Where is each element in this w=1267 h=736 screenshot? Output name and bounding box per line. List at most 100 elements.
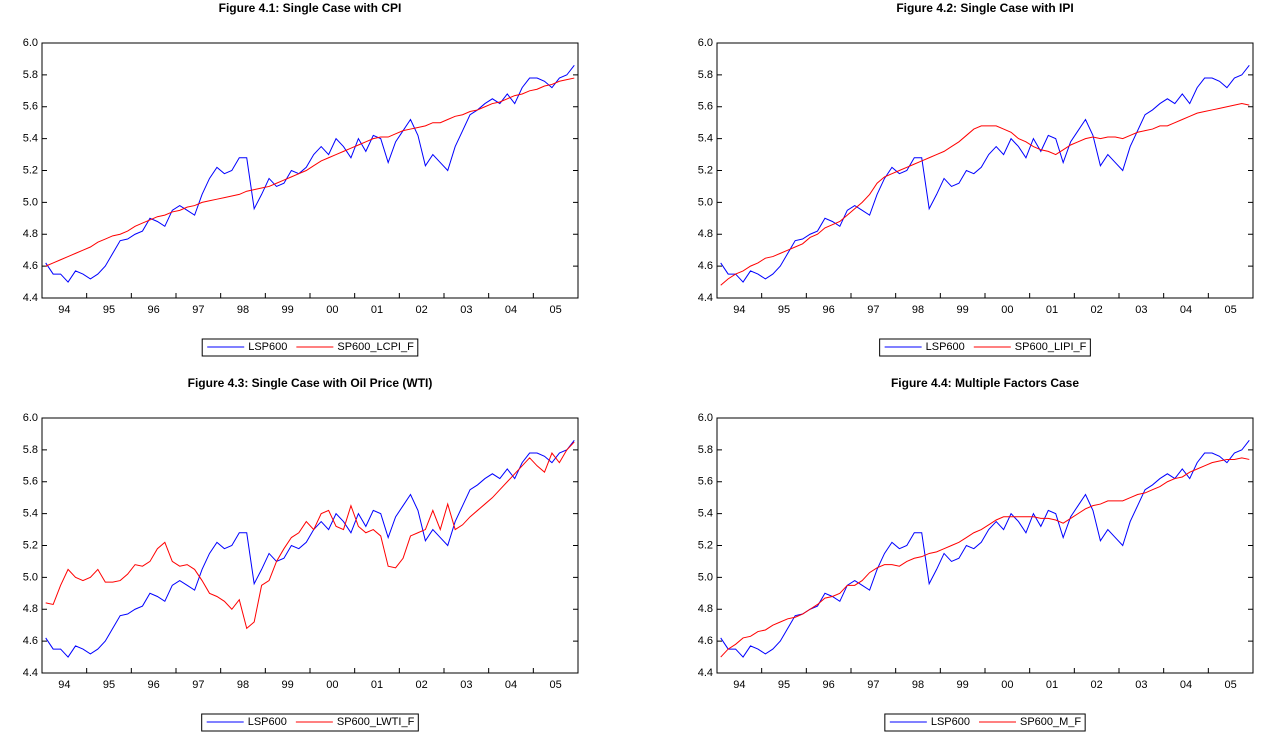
y-tick-label: 5.2 [23, 164, 38, 176]
legend-label: LSP600 [926, 341, 965, 353]
x-tick-label: 98 [237, 304, 249, 316]
x-tick-label: 99 [282, 304, 294, 316]
chart-title: Figure 4.4: Multiple Factors Case [891, 376, 1079, 390]
series-line [45, 440, 575, 658]
legend-label: LSP600 [931, 716, 970, 728]
chart-title: Figure 4.2: Single Case with IPI [896, 1, 1073, 15]
y-tick-label: 5.0 [698, 571, 713, 583]
x-tick-label: 04 [1180, 679, 1192, 691]
y-tick-label: 5.6 [23, 101, 38, 113]
y-tick-label: 5.8 [23, 69, 38, 81]
x-tick-label: 99 [957, 679, 969, 691]
y-tick-label: 4.8 [698, 603, 713, 615]
y-tick-label: 6.0 [698, 37, 713, 49]
legend-label: LSP600 [248, 716, 287, 728]
x-tick-label: 95 [103, 304, 115, 316]
y-tick-label: 5.2 [23, 539, 38, 551]
plot-frame [716, 42, 1254, 299]
y-tick-label: 5.0 [698, 196, 713, 208]
legend-label: SP600_LWTI_F [337, 716, 415, 728]
series-line [720, 103, 1250, 286]
x-tick-label: 03 [460, 304, 472, 316]
y-tick-label: 4.4 [698, 667, 713, 679]
x-tick-label: 98 [912, 304, 924, 316]
x-tick-label: 00 [326, 679, 338, 691]
y-tick-label: 4.6 [698, 635, 713, 647]
legend: LSP600 SP600_M_F [884, 713, 1086, 732]
y-tick-label: 5.2 [698, 164, 713, 176]
legend-box [201, 713, 419, 732]
y-tick-label: 4.6 [698, 260, 713, 272]
series-line [45, 77, 575, 267]
x-tick-label: 02 [416, 304, 428, 316]
y-tick-label: 5.8 [698, 69, 713, 81]
x-tick-label: 04 [505, 679, 517, 691]
x-tick-label: 96 [148, 679, 160, 691]
legend-label: SP600_LIPI_F [1015, 341, 1087, 353]
legend-label: LSP600 [248, 341, 287, 353]
x-tick-label: 01 [1046, 304, 1058, 316]
y-tick-label: 4.4 [698, 292, 713, 304]
x-tick-label: 97 [867, 304, 879, 316]
legend-label: SP600_M_F [1020, 716, 1081, 728]
x-tick-label: 01 [371, 679, 383, 691]
y-tick-label: 6.0 [698, 412, 713, 424]
series-line [45, 65, 575, 283]
x-tick-label: 95 [778, 679, 790, 691]
x-tick-label: 05 [1225, 679, 1237, 691]
series-line [45, 441, 575, 630]
x-tick-label: 97 [192, 304, 204, 316]
y-tick-label: 6.0 [23, 37, 38, 49]
chart-title: Figure 4.1: Single Case with CPI [219, 1, 402, 15]
y-tick-label: 4.6 [23, 635, 38, 647]
legend-box [201, 338, 419, 357]
x-tick-label: 04 [505, 304, 517, 316]
y-tick-label: 5.8 [23, 444, 38, 456]
x-tick-label: 99 [282, 679, 294, 691]
y-tick-label: 5.2 [698, 539, 713, 551]
x-tick-label: 94 [58, 304, 70, 316]
y-tick-label: 5.0 [23, 571, 38, 583]
y-tick-label: 5.6 [23, 476, 38, 488]
y-tick-label: 5.8 [698, 444, 713, 456]
x-tick-label: 02 [1091, 679, 1103, 691]
y-tick-label: 5.4 [23, 133, 38, 145]
y-tick-label: 5.4 [23, 508, 38, 520]
y-tick-label: 4.8 [698, 228, 713, 240]
series-line [720, 457, 1250, 658]
x-tick-label: 05 [1225, 304, 1237, 316]
x-tick-label: 94 [58, 679, 70, 691]
x-tick-label: 03 [1135, 679, 1147, 691]
y-tick-label: 5.4 [698, 508, 713, 520]
y-tick-label: 6.0 [23, 412, 38, 424]
y-tick-label: 4.4 [23, 667, 38, 679]
x-tick-label: 05 [550, 304, 562, 316]
plot-frame [41, 417, 579, 674]
x-tick-label: 00 [1001, 304, 1013, 316]
x-tick-label: 05 [550, 679, 562, 691]
x-tick-label: 02 [1091, 304, 1103, 316]
x-tick-label: 99 [957, 304, 969, 316]
y-tick-label: 5.6 [698, 476, 713, 488]
x-tick-label: 03 [460, 679, 472, 691]
y-tick-label: 4.4 [23, 292, 38, 304]
legend: LSP600 SP600_LCPI_F [201, 338, 419, 357]
y-tick-label: 5.6 [698, 101, 713, 113]
plot-frame [716, 417, 1254, 674]
x-tick-label: 96 [823, 679, 835, 691]
y-tick-label: 5.0 [23, 196, 38, 208]
x-tick-label: 96 [148, 304, 160, 316]
x-tick-label: 01 [1046, 679, 1058, 691]
series-line [720, 440, 1250, 658]
legend: LSP600 SP600_LWTI_F [201, 713, 419, 732]
x-tick-label: 95 [103, 679, 115, 691]
legend-box [879, 338, 1091, 357]
x-tick-label: 98 [912, 679, 924, 691]
series-line [720, 65, 1250, 283]
x-tick-label: 95 [778, 304, 790, 316]
x-tick-label: 00 [1001, 679, 1013, 691]
x-tick-label: 03 [1135, 304, 1147, 316]
x-tick-label: 97 [192, 679, 204, 691]
